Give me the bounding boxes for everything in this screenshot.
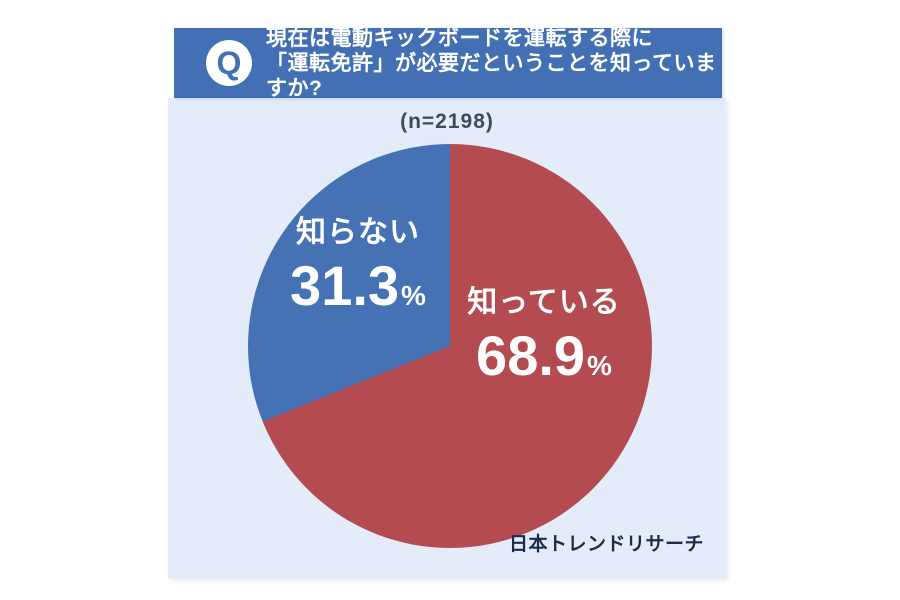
question-banner: Q 現在は電動キックボードを運転する際に 「運転免許」が必要だということを知って…: [174, 26, 722, 101]
slice-name-know: 知っている: [467, 286, 621, 319]
slice-value-know: 68.9: [476, 324, 586, 387]
slice-unit-dont-know: %: [401, 280, 426, 311]
sample-size-label: (n=2198): [400, 110, 494, 133]
question-title-line2: 「運転免許」が必要だということを知っていますか?: [266, 51, 717, 100]
pie-chart: [248, 144, 652, 548]
question-badge-letter: Q: [216, 45, 242, 81]
question-title: 現在は電動キックボードを運転する際に 「運転免許」が必要だということを知っていま…: [266, 26, 722, 101]
slice-unit-know: %: [587, 350, 612, 381]
question-title-line1: 現在は電動キックボードを運転する際に: [266, 26, 653, 50]
slice-value-dont-know: 31.3: [290, 254, 400, 317]
slice-name-dont-know: 知らない: [296, 216, 420, 249]
question-badge: Q: [206, 40, 252, 86]
slice-label-dont-know: 知らない 31.3%: [258, 218, 458, 314]
slice-label-know: 知っている 68.9%: [444, 288, 644, 384]
